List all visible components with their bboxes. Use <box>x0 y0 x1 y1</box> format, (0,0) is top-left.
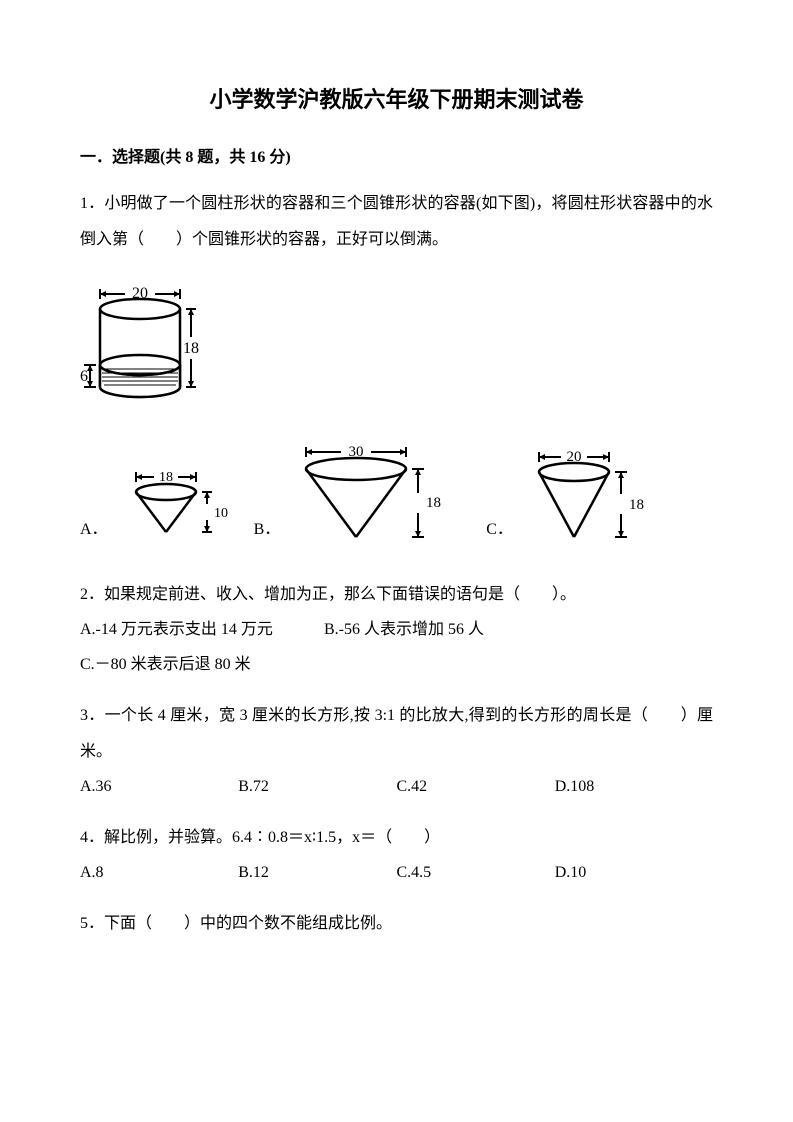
cone-a-svg: 18 10 <box>114 462 234 547</box>
q2-options: A.-14 万元表示支出 14 万元 B.-56 人表示增加 56 人 C.－8… <box>80 612 713 682</box>
q4-opt-b: B.12 <box>238 855 396 890</box>
cone-c-svg: 20 18 <box>519 442 659 547</box>
cylinder-height-label: 18 <box>183 340 199 357</box>
cone-options-row: A． 18 10 B． <box>80 437 713 547</box>
q2-opt-a: A.-14 万元表示支出 14 万元 <box>80 612 320 647</box>
question-3: 3．一个长 4 厘米，宽 3 厘米的长方形,按 3:1 的比放大,得到的长方形的… <box>80 698 713 804</box>
cone-b-label: B． <box>254 512 281 547</box>
question-4: 4．解比例，并验算。6.4∶0.8＝x∶1.5，x＝（ ） A.8 B.12 C… <box>80 820 713 890</box>
question-1: 1．小明做了一个圆柱形状的容器和三个圆锥形状的容器(如下图)，将圆柱形状容器中的… <box>80 186 713 546</box>
page-title: 小学数学沪教版六年级下册期末测试卷 <box>80 80 713 120</box>
question-5: 5．下面（ ）中的四个数不能组成比例。 <box>80 906 713 941</box>
svg-text:18: 18 <box>426 495 441 511</box>
cone-a-label: A． <box>80 512 108 547</box>
question-2: 2．如果规定前进、收入、增加为正，那么下面错误的语句是（ ）。 A.-14 万元… <box>80 577 713 683</box>
water-height-label: 6 <box>80 368 88 385</box>
cone-option-c: C． 20 18 <box>486 442 659 547</box>
q3-text: 3．一个长 4 厘米，宽 3 厘米的长方形,按 3:1 的比放大,得到的长方形的… <box>80 698 713 768</box>
svg-text:18: 18 <box>629 497 644 513</box>
q1-text: 1．小明做了一个圆柱形状的容器和三个圆锥形状的容器(如下图)，将圆柱形状容器中的… <box>80 186 713 256</box>
q3-options: A.36 B.72 C.42 D.108 <box>80 769 713 804</box>
cylinder-figure: 20 18 <box>80 277 713 407</box>
cylinder-svg: 20 18 <box>80 277 240 407</box>
cone-option-b: B． 30 18 <box>254 437 467 547</box>
q3-opt-c: C.42 <box>397 769 555 804</box>
q4-opt-c: C.4.5 <box>397 855 555 890</box>
q4-opt-a: A.8 <box>80 855 238 890</box>
q4-options: A.8 B.12 C.4.5 D.10 <box>80 855 713 890</box>
svg-text:10: 10 <box>214 506 228 521</box>
q2-text: 2．如果规定前进、收入、增加为正，那么下面错误的语句是（ ）。 <box>80 577 713 612</box>
q5-text: 5．下面（ ）中的四个数不能组成比例。 <box>80 906 713 941</box>
q4-text: 4．解比例，并验算。6.4∶0.8＝x∶1.5，x＝（ ） <box>80 820 713 855</box>
q3-opt-d: D.108 <box>555 769 713 804</box>
cone-b-svg: 30 18 <box>286 437 466 547</box>
cone-c-label: C． <box>486 512 513 547</box>
section-header: 一．选择题(共 8 题，共 16 分) <box>80 144 713 173</box>
q2-opt-c: C.－80 米表示后退 80 米 <box>80 656 251 673</box>
q3-opt-a: A.36 <box>80 769 238 804</box>
q2-opt-b: B.-56 人表示增加 56 人 <box>324 612 544 647</box>
q3-opt-b: B.72 <box>238 769 396 804</box>
q4-opt-d: D.10 <box>555 855 713 890</box>
cone-option-a: A． 18 10 <box>80 462 234 547</box>
